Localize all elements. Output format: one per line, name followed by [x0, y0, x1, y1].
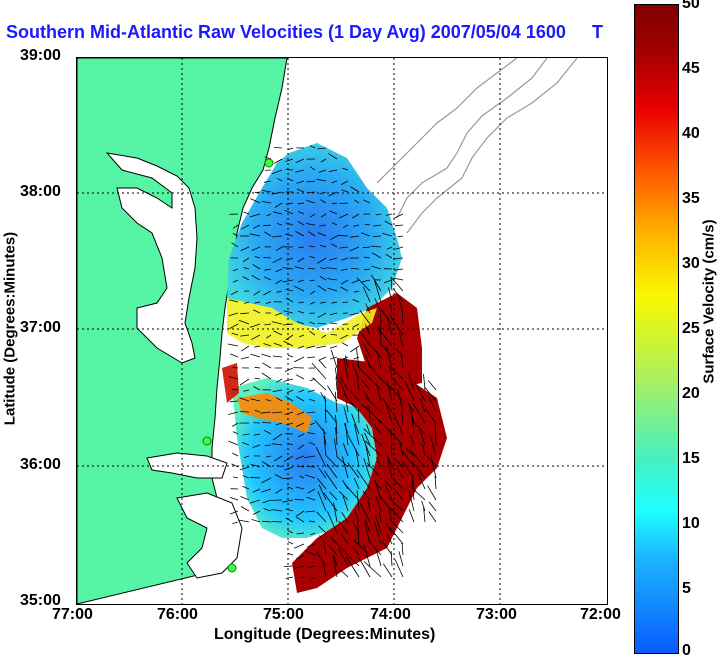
- velocity-vector: [230, 354, 238, 357]
- velocity-vector: [319, 357, 326, 360]
- velocity-vector: [429, 512, 436, 523]
- velocity-vector: [232, 453, 238, 456]
- velocity-vector: [255, 367, 260, 368]
- colorbar-title: Surface Velocity (cm/s): [701, 204, 718, 400]
- map-plot-area: [76, 57, 608, 605]
- y-tick-label: 38:00: [20, 183, 61, 201]
- velocity-vector: [359, 409, 360, 423]
- colorbar-tick: 0: [682, 642, 691, 660]
- velocity-vector: [313, 378, 326, 390]
- x-tick-label: 76:00: [157, 606, 198, 624]
- x-tick-label: 75:00: [263, 606, 304, 624]
- velocity-vector: [288, 355, 293, 357]
- velocity-vector: [241, 507, 249, 512]
- velocity-vector: [331, 350, 337, 368]
- velocity-vector: [307, 467, 315, 468]
- colorbar-tick: 50: [682, 0, 700, 13]
- velocity-vector: [232, 464, 238, 467]
- velocity-vector: [263, 258, 271, 259]
- colorbar-tick: 45: [682, 60, 700, 78]
- x-tick-label: 73:00: [476, 606, 517, 624]
- velocity-vector: [331, 335, 337, 336]
- velocity-vector: [286, 170, 294, 171]
- velocity-vector: [285, 368, 293, 372]
- velocity-vector: [330, 346, 337, 348]
- colorbar-tick: 40: [682, 125, 700, 143]
- x-tick-label: 77:00: [52, 606, 93, 624]
- velocity-vector: [286, 577, 293, 578]
- radar-site-marker: [228, 564, 236, 572]
- y-tick-label: 39:00: [20, 47, 61, 65]
- velocity-vector: [288, 553, 293, 555]
- velocity-vector: [422, 501, 425, 511]
- velocity-vector: [284, 566, 293, 567]
- velocity-vector: [435, 476, 436, 489]
- velocity-vector: [428, 486, 437, 500]
- colorbar-tick: 35: [682, 190, 700, 208]
- velocity-vector: [330, 323, 337, 324]
- velocity-vector: [399, 551, 403, 566]
- colorbar-tick: 20: [682, 385, 700, 403]
- velocity-vector: [391, 551, 392, 566]
- velocity-vector: [262, 373, 271, 379]
- velocity-vector: [288, 542, 293, 544]
- velocity-vector: [228, 344, 238, 346]
- velocity-vector: [340, 569, 348, 577]
- velocity-vector: [274, 147, 282, 148]
- velocity-vector: [350, 346, 359, 352]
- velocity-field: [222, 143, 447, 593]
- radar-site-marker: [203, 437, 211, 445]
- velocity-vector: [241, 346, 249, 351]
- x-tick-label: 72:00: [580, 606, 621, 624]
- y-tick-label: 37:00: [20, 319, 61, 337]
- velocity-vector: [381, 314, 382, 324]
- velocity-vector: [429, 502, 436, 511]
- velocity-vector: [383, 564, 392, 577]
- velocity-vector: [307, 357, 315, 358]
- velocity-vector: [233, 477, 238, 478]
- velocity-vector: [230, 497, 238, 500]
- velocity-vector: [398, 236, 403, 237]
- radar-site-marker: [265, 159, 273, 167]
- velocity-vector: [241, 357, 249, 359]
- velocity-vector: [296, 375, 304, 379]
- velocity-vector: [294, 544, 304, 548]
- velocity-vector: [409, 509, 414, 522]
- colorbar-tick: 5: [682, 580, 691, 598]
- velocity-vector: [262, 423, 271, 424]
- velocity-vector: [255, 378, 261, 379]
- velocity-vector: [261, 354, 271, 357]
- velocity-vector: [319, 360, 326, 368]
- velocity-vector: [262, 363, 271, 368]
- velocity-vector: [316, 346, 326, 348]
- velocity-vector: [364, 561, 381, 577]
- colorbar-tick: 30: [682, 255, 700, 273]
- y-axis-title: Latitude (Degrees:Minutes): [2, 231, 19, 427]
- colorbar-tick: 10: [682, 515, 700, 533]
- map-canvas: [77, 58, 607, 604]
- velocity-vector: [428, 380, 436, 390]
- velocity-vector: [402, 542, 403, 555]
- velocity-vector: [273, 356, 282, 357]
- velocity-vector: [254, 346, 260, 347]
- velocity-vector: [395, 225, 403, 226]
- colorbar-tick: 25: [682, 320, 700, 338]
- velocity-vector: [342, 343, 348, 346]
- x-axis-title: Longitude (Degrees:Minutes): [214, 626, 435, 644]
- velocity-vector: [229, 441, 239, 445]
- velocity-vector: [294, 357, 304, 362]
- colorbar-tick: 15: [682, 450, 700, 468]
- colorbar: [634, 4, 679, 654]
- velocity-vector: [251, 354, 260, 357]
- y-tick-label: 36:00: [20, 456, 61, 474]
- velocity-vector: [373, 236, 381, 237]
- velocity-vector: [395, 278, 403, 280]
- bathymetry-contours: [377, 58, 577, 233]
- map-title: Southern Mid-Atlantic Raw Velocities (1 …: [6, 22, 566, 43]
- x-tick-label: 74:00: [370, 606, 411, 624]
